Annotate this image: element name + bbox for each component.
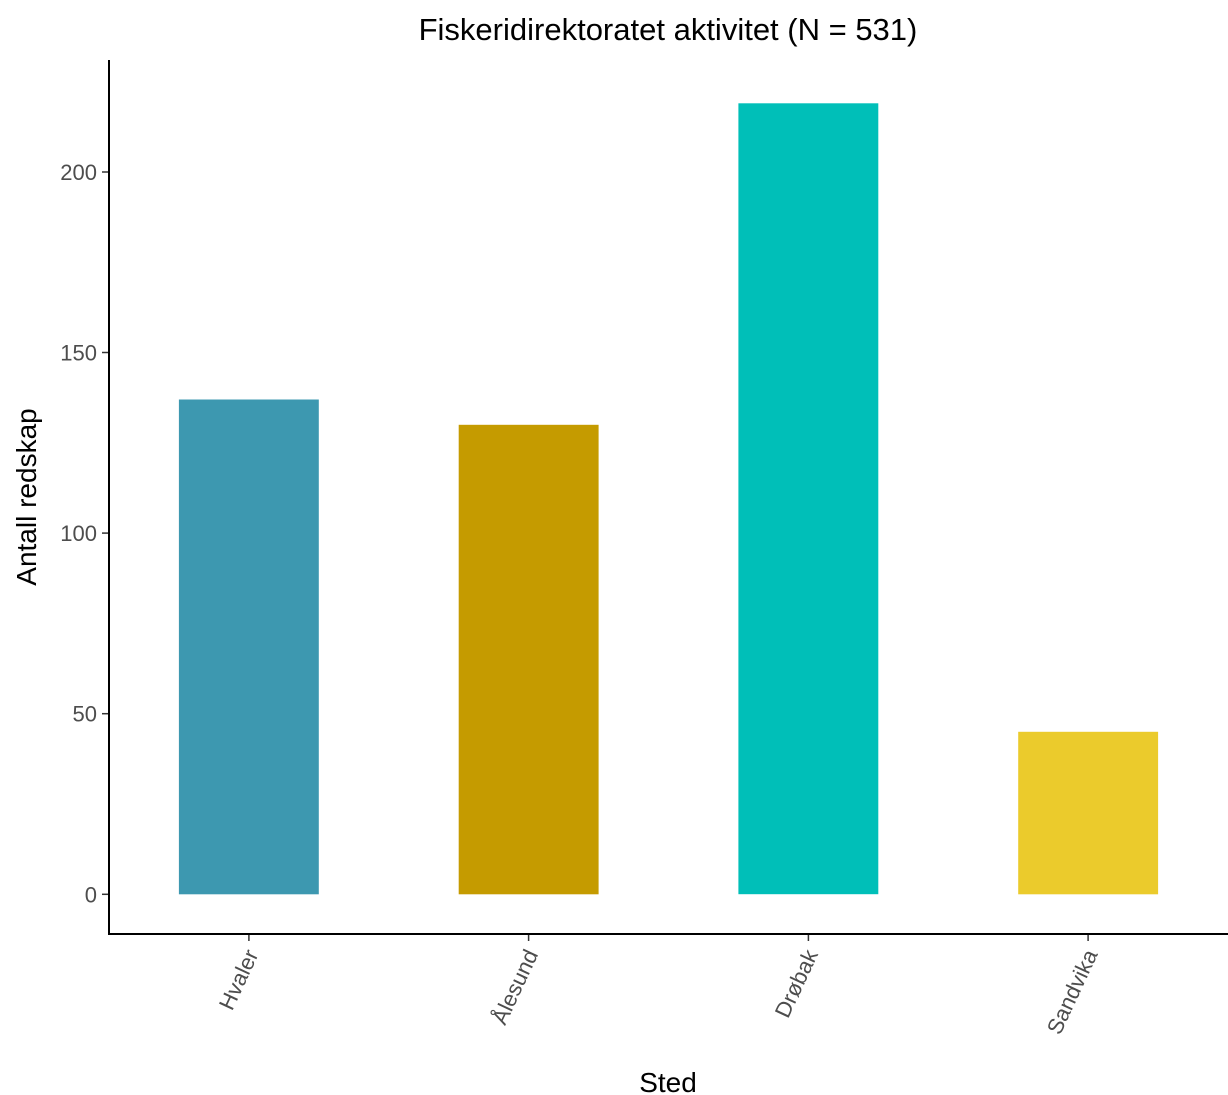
x-axis-title: Sted bbox=[639, 1067, 697, 1095]
bars-group bbox=[178, 103, 1159, 895]
y-tick-label: 100 bbox=[60, 521, 97, 546]
y-tick-label: 200 bbox=[60, 160, 97, 185]
x-tick-label: Hvaler bbox=[214, 946, 264, 1014]
y-tick-label: 50 bbox=[73, 702, 97, 727]
y-tick-label: 0 bbox=[85, 882, 97, 907]
x-tick-label: Drøbak bbox=[770, 945, 824, 1022]
bar-2 bbox=[458, 424, 599, 895]
y-axis-title: Antall redskap bbox=[11, 408, 42, 585]
chart-title: Fiskeridirektoratet aktivitet (N = 531) bbox=[419, 12, 918, 47]
bar-3 bbox=[738, 103, 879, 895]
x-axis-ticks: Hvaler Ålesund Drøbak Sandvika bbox=[214, 934, 1103, 1038]
bar-1 bbox=[178, 399, 319, 895]
x-tick-label: Sandvika bbox=[1042, 945, 1103, 1038]
y-axis-ticks: 0 50 100 150 200 bbox=[60, 160, 109, 907]
y-tick-label: 150 bbox=[60, 341, 97, 366]
bar-4 bbox=[1018, 731, 1159, 895]
x-tick-label: Ålesund bbox=[487, 946, 543, 1029]
